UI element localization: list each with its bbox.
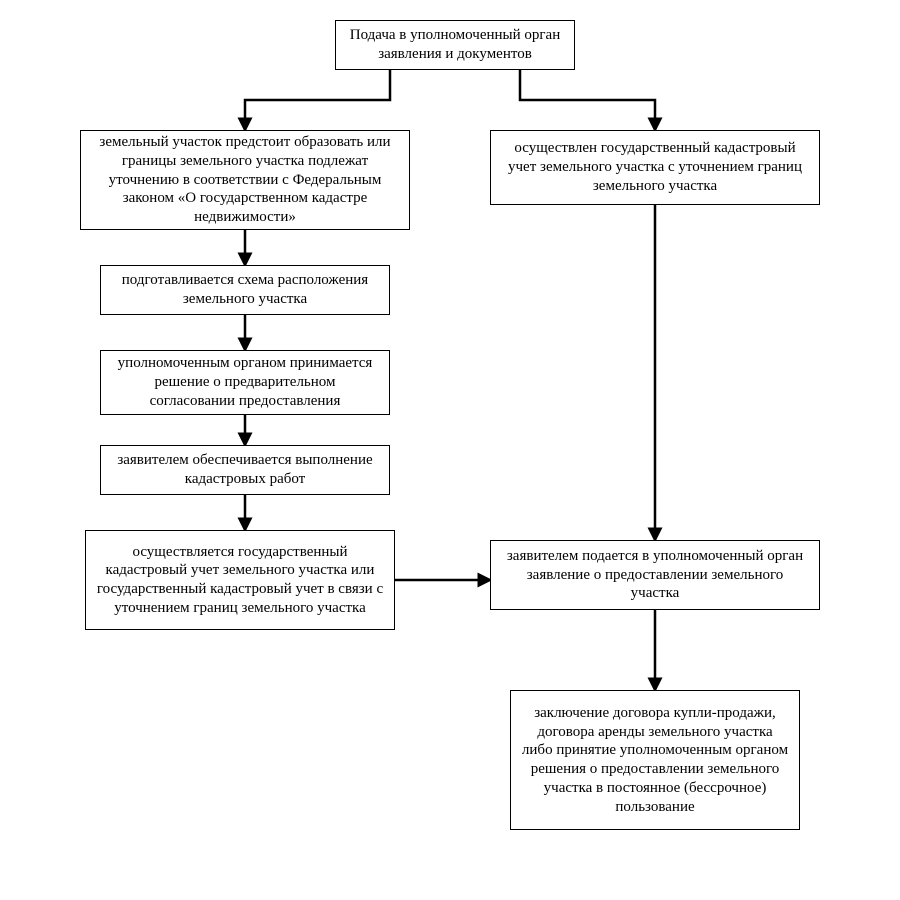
edge-top-right1 xyxy=(520,70,655,130)
node-left5-label: осуществляется государственный кадастров… xyxy=(96,543,384,618)
node-left1: земельный участок предстоит образовать и… xyxy=(80,130,410,230)
node-top-label: Подача в уполномоченный орган заявления … xyxy=(346,26,564,64)
node-left2: подготавливается схема расположения земе… xyxy=(100,265,390,315)
node-left4: заявителем обеспечивается выполнение кад… xyxy=(100,445,390,495)
node-final-label: заключение договора купли-продажи, догов… xyxy=(521,704,789,817)
node-top: Подача в уполномоченный орган заявления … xyxy=(335,20,575,70)
edge-top-left1 xyxy=(245,70,390,130)
node-right2-label: заявителем подается в уполномоченный орг… xyxy=(501,547,809,603)
node-right1-label: осуществлен государственный кадастровый … xyxy=(501,139,809,195)
node-left2-label: подготавливается схема расположения земе… xyxy=(111,271,379,309)
node-left3: уполномоченным органом принимается решен… xyxy=(100,350,390,415)
node-left3-label: уполномоченным органом принимается решен… xyxy=(111,354,379,410)
node-left5: осуществляется государственный кадастров… xyxy=(85,530,395,630)
node-final: заключение договора купли-продажи, догов… xyxy=(510,690,800,830)
node-left1-label: земельный участок предстоит образовать и… xyxy=(91,133,399,227)
node-right1: осуществлен государственный кадастровый … xyxy=(490,130,820,205)
node-left4-label: заявителем обеспечивается выполнение кад… xyxy=(111,451,379,489)
node-right2: заявителем подается в уполномоченный орг… xyxy=(490,540,820,610)
